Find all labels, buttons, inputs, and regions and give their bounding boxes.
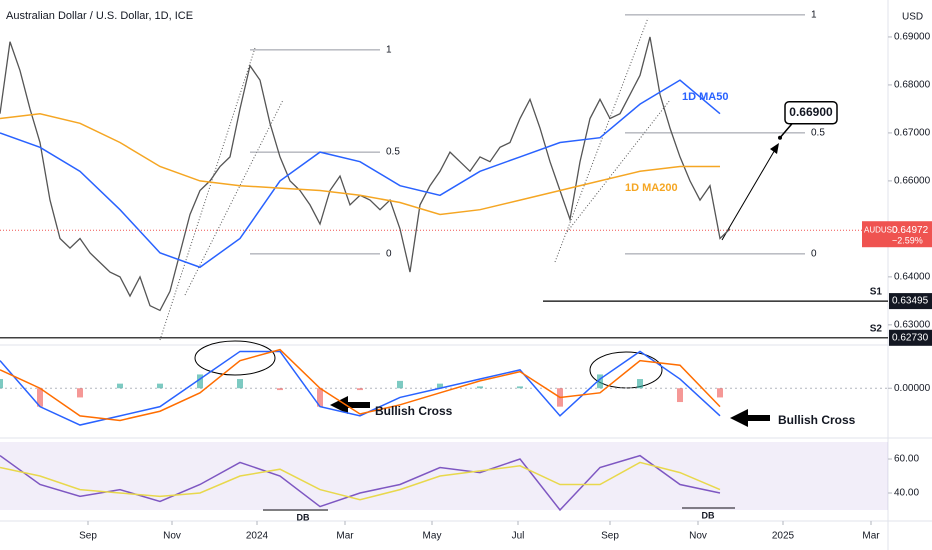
series-line xyxy=(0,348,721,422)
series-line xyxy=(0,36,731,312)
histogram-bar xyxy=(517,386,523,389)
price-tag xyxy=(889,329,932,346)
arrow xyxy=(730,409,770,427)
histogram-bar xyxy=(317,388,323,407)
symbol-label: AUDUSD xyxy=(864,225,898,234)
histogram-bar xyxy=(197,374,203,389)
fib-label: 0.5 xyxy=(811,128,825,139)
fib-label: 0 xyxy=(386,248,392,259)
histogram-bar xyxy=(117,383,123,389)
channel-line xyxy=(184,99,284,296)
histogram-bar xyxy=(237,379,243,389)
histogram-bar xyxy=(637,379,643,389)
target-label: 0.66900 xyxy=(789,105,833,119)
target-pointer xyxy=(779,123,793,139)
histogram-bar xyxy=(0,379,3,389)
histogram-bar xyxy=(397,380,403,389)
annotation: Bullish Cross xyxy=(375,404,453,418)
ma-label: 1D MA200 xyxy=(625,182,678,194)
price-tag xyxy=(889,293,932,310)
annotation: DB xyxy=(297,512,310,522)
y-tick-label: 0.00000 xyxy=(894,383,931,394)
series-line xyxy=(0,454,721,512)
annotation: Bullish Cross xyxy=(778,413,856,427)
y-tick-label: 0.64000 xyxy=(894,272,931,283)
histogram-bar xyxy=(157,383,163,389)
currency: USD xyxy=(902,12,923,23)
x-tick-label: Mar xyxy=(336,531,354,542)
y-tick-label: 60.00 xyxy=(894,454,919,465)
last-price: 0.64972 xyxy=(892,225,929,236)
y-tick-label: 0.68000 xyxy=(894,80,931,91)
channel-line xyxy=(566,99,671,233)
y-tick-label: 0.67000 xyxy=(894,128,931,139)
y-tick-label: 0.66000 xyxy=(894,176,931,187)
support-name: S2 xyxy=(870,323,883,334)
histogram-bar xyxy=(477,386,483,389)
x-tick-label: Sep xyxy=(79,531,97,542)
x-tick-label: Jul xyxy=(512,531,525,542)
x-tick-label: Nov xyxy=(689,531,707,542)
arrow-head xyxy=(770,143,779,154)
histogram-bar xyxy=(37,388,43,407)
change-label: −2.59% xyxy=(892,236,923,246)
price-tag-label: 0.62730 xyxy=(892,332,929,343)
x-tick-label: Sep xyxy=(601,531,619,542)
last-price-tag xyxy=(862,221,932,248)
x-tick-label: 2024 xyxy=(246,531,269,542)
y-tick-label: 40.00 xyxy=(894,488,919,499)
channel-line xyxy=(159,47,256,341)
price-tag-label: 0.63495 xyxy=(892,296,929,307)
projection-arrow xyxy=(721,147,777,241)
x-tick-label: May xyxy=(423,531,442,542)
series-line xyxy=(0,79,721,269)
fib-label: 0 xyxy=(811,248,817,259)
histogram-bar xyxy=(597,374,603,389)
histogram-bar xyxy=(717,388,723,398)
series-line xyxy=(0,461,721,501)
fib-label: 0.5 xyxy=(386,147,400,158)
series-line xyxy=(0,350,721,426)
circle-annotation xyxy=(194,340,276,376)
y-tick-label: 0.69000 xyxy=(894,32,931,43)
histogram-bar xyxy=(277,388,283,391)
x-tick-label: Mar xyxy=(862,531,880,542)
chart-title: Australian Dollar / U.S. Dollar, 1D, ICE xyxy=(6,10,193,22)
y-tick-label: 0.63000 xyxy=(894,319,931,330)
histogram-bar xyxy=(437,383,443,389)
x-tick-label: Nov xyxy=(163,531,181,542)
histogram-bar xyxy=(677,388,683,403)
fib-label: 1 xyxy=(386,45,392,56)
histogram-bar xyxy=(357,388,363,391)
ma-label: 1D MA50 xyxy=(682,91,728,103)
support-name: S1 xyxy=(870,287,883,298)
x-tick-label: 2025 xyxy=(772,531,795,542)
target-box xyxy=(784,100,838,125)
annotation: DB xyxy=(702,510,715,520)
fib-label: 1 xyxy=(811,10,817,21)
histogram-bar xyxy=(77,388,83,398)
series-line xyxy=(0,112,720,216)
